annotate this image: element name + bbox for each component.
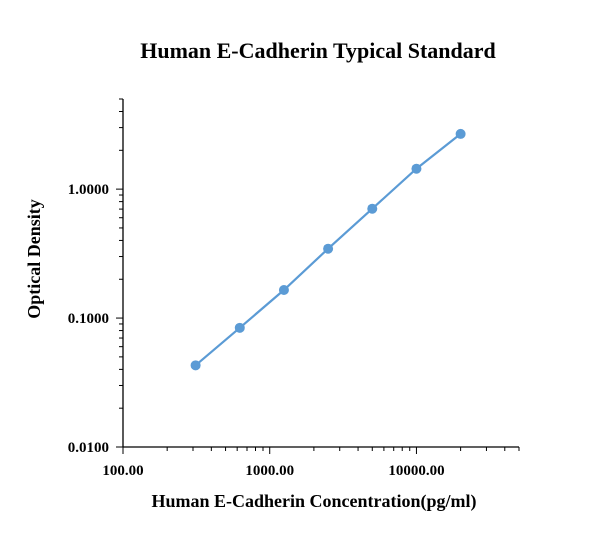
data-point <box>190 360 201 371</box>
series-layer <box>190 128 466 371</box>
y-tick-label: 0.0100 <box>68 440 109 456</box>
data-point <box>411 163 422 174</box>
y-tick-label: 0.1000 <box>68 311 109 327</box>
chart-title: Human E-Cadherin Typical Standard <box>140 38 496 63</box>
data-point <box>455 128 466 139</box>
data-point <box>323 243 334 254</box>
data-point <box>367 203 378 214</box>
y-tick-label: 1.0000 <box>68 182 109 198</box>
x-tick-label: 1000.00 <box>245 463 294 479</box>
data-point <box>234 322 245 333</box>
x-tick-label: 100.00 <box>102 463 143 479</box>
y-axis-label: Optical Density <box>24 199 44 319</box>
x-tick-label: 10000.00 <box>388 463 444 479</box>
x-axis-label: Human E-Cadherin Concentration(pg/ml) <box>151 491 476 512</box>
axes: 0.0100 0.1000 1.0000 100.00 1000.00 10000.00 <box>68 98 520 479</box>
data-point <box>278 285 289 296</box>
